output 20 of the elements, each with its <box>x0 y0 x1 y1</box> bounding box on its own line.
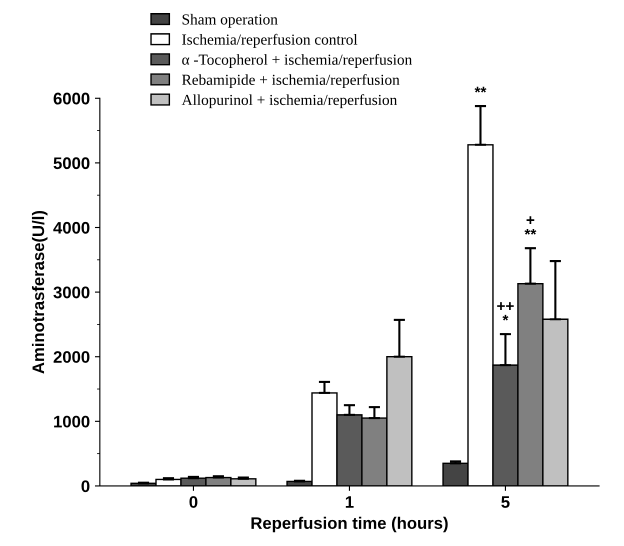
y-tick-label: 2000 <box>54 351 90 363</box>
y-tick-label: 4000 <box>53 222 90 234</box>
legend-label: Allopurinol + ischemia/reperfusion <box>182 94 398 108</box>
legend-label: α -Tocopherol + ischemia/reperfusion <box>182 54 412 68</box>
y-tick-label: 3000 <box>53 286 90 298</box>
annotation: ++ * <box>497 302 514 321</box>
text: ** <box>474 86 486 92</box>
legend-label: Rebamipide + ischemia/reperfusion <box>182 74 400 88</box>
annotation: + ** <box>524 216 536 235</box>
y-tick-label: 0 <box>82 480 90 492</box>
x-tick-label: 1 <box>346 496 354 508</box>
legend-label: Sham operation <box>182 14 278 28</box>
y-tick-label: 5000 <box>54 157 90 170</box>
y-axis-title: Aminotrasferase(U/l) <box>32 210 48 374</box>
x-tick-label: 5 <box>501 496 510 508</box>
y-tick-label: 1000 <box>54 416 90 428</box>
legend-label: Ischemia/reperfusion control <box>182 34 358 48</box>
x-tick-label: 0 <box>189 496 198 508</box>
x-axis-title: Reperfusion time (hours) <box>251 516 448 532</box>
y-tick-label: 6000 <box>54 92 90 104</box>
